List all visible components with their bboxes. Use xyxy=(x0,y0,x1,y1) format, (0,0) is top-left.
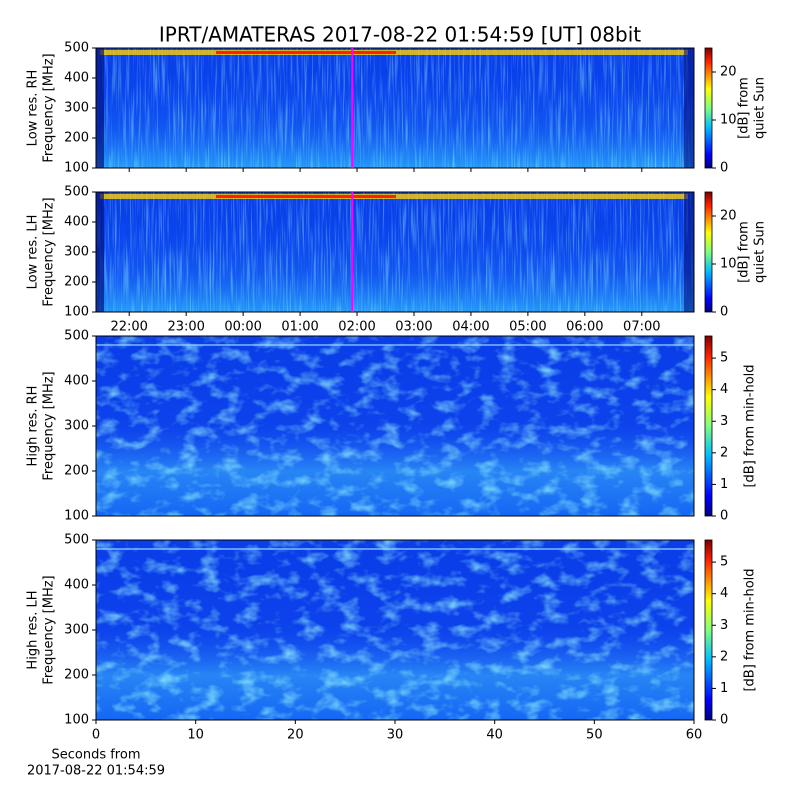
y-tick-label: 400 xyxy=(64,578,89,593)
edge-dark xyxy=(96,48,104,168)
y-tick-label: 100 xyxy=(64,509,89,524)
x-tick-label: 03:00 xyxy=(395,320,432,335)
colorbar-tick-label: 5 xyxy=(720,351,728,366)
x-tick-label: 10 xyxy=(187,728,204,743)
x-tick-label: 04:00 xyxy=(452,320,489,335)
spectrogram-noise xyxy=(96,336,694,516)
y-axis-label: Frequency [MHz] xyxy=(42,53,57,162)
colorbar-tick-label: 0 xyxy=(720,305,728,320)
y-tick-label: 500 xyxy=(64,41,89,56)
x-tick-label: 30 xyxy=(387,728,404,743)
colorbar xyxy=(704,539,713,721)
colorbar-tick-label: 1 xyxy=(720,681,728,696)
x-tick-label: 01:00 xyxy=(281,320,318,335)
strong-band-core xyxy=(216,195,396,198)
colorbar-tick-label: 0 xyxy=(720,713,728,728)
y-tick-label: 300 xyxy=(64,245,89,260)
x-tick-label: 05:00 xyxy=(509,320,546,335)
colorbar-tick-label: 0 xyxy=(720,161,728,176)
y-axis-label: High res. LH xyxy=(26,590,41,669)
colorbar-tick-label: 20 xyxy=(720,65,737,80)
colorbar xyxy=(704,191,713,313)
colorbar-tick-label: 10 xyxy=(720,257,737,272)
edge-dark xyxy=(96,192,104,312)
x-axis-label: 2017-08-22 01:54:59 xyxy=(27,764,165,779)
x-tick-label: 02:00 xyxy=(338,320,375,335)
y-tick-label: 400 xyxy=(64,215,89,230)
spectrogram-noise xyxy=(96,48,694,168)
colorbar-tick-label: 2 xyxy=(720,649,728,664)
colorbar-tick-label: 3 xyxy=(720,414,728,429)
colorbar-tick-label: 3 xyxy=(720,618,728,633)
colorbar xyxy=(704,47,713,169)
y-tick-label: 500 xyxy=(64,329,89,344)
y-tick-label: 200 xyxy=(64,131,89,146)
x-tick-label: 20 xyxy=(287,728,304,743)
x-axis-label: Seconds from xyxy=(51,748,140,763)
edge-dark xyxy=(684,192,694,312)
colorbar-label: quiet Sun xyxy=(753,221,768,283)
colorbar-tick-label: 2 xyxy=(720,445,728,460)
y-tick-label: 200 xyxy=(64,464,89,479)
edge-dark xyxy=(684,48,694,168)
y-tick-label: 200 xyxy=(64,275,89,290)
y-tick-label: 200 xyxy=(64,668,89,683)
y-axis-label: Frequency [MHz] xyxy=(42,575,57,684)
x-tick-label: 0 xyxy=(92,728,100,743)
x-tick-label: 22:00 xyxy=(110,320,147,335)
spectrogram-noise xyxy=(96,192,694,312)
spectrogram-noise xyxy=(96,540,694,720)
x-tick-label: 07:00 xyxy=(623,320,660,335)
y-tick-label: 300 xyxy=(64,419,89,434)
colorbar-label: [dB] from min-hold xyxy=(743,364,758,487)
x-tick-label: 00:00 xyxy=(224,320,261,335)
y-axis-label: Low res. RH xyxy=(26,70,41,147)
colorbar-tick-label: 20 xyxy=(720,209,737,224)
x-tick-label: 23:00 xyxy=(167,320,204,335)
y-tick-label: 100 xyxy=(64,713,89,728)
y-tick-label: 100 xyxy=(64,305,89,320)
colorbar-tick-label: 5 xyxy=(720,555,728,570)
y-axis-label: Frequency [MHz] xyxy=(42,197,57,306)
y-tick-label: 300 xyxy=(64,101,89,116)
colorbar xyxy=(704,335,713,517)
y-axis-label: Low res. LH xyxy=(26,215,41,290)
colorbar-tick-label: 0 xyxy=(720,509,728,524)
x-tick-label: 06:00 xyxy=(566,320,603,335)
colorbar-tick-label: 10 xyxy=(720,113,737,128)
y-tick-label: 500 xyxy=(64,533,89,548)
y-tick-label: 100 xyxy=(64,161,89,176)
chart-title: IPRT/AMATERAS 2017-08-22 01:54:59 [UT] 0… xyxy=(159,23,641,47)
y-tick-label: 400 xyxy=(64,374,89,389)
y-tick-label: 400 xyxy=(64,71,89,86)
x-tick-label: 50 xyxy=(586,728,603,743)
colorbar-label: [dB] from min-hold xyxy=(743,568,758,691)
colorbar-tick-label: 4 xyxy=(720,382,728,397)
colorbar-label: [dB] from xyxy=(737,221,752,283)
colorbar-label: quiet Sun xyxy=(753,77,768,139)
colorbar-tick-label: 1 xyxy=(720,477,728,492)
y-tick-label: 500 xyxy=(64,185,89,200)
strong-band-core xyxy=(216,51,396,54)
x-tick-label: 60 xyxy=(686,728,703,743)
x-tick-label: 40 xyxy=(486,728,503,743)
y-tick-label: 300 xyxy=(64,623,89,638)
y-axis-label: Frequency [MHz] xyxy=(42,371,57,480)
y-axis-label: High res. RH xyxy=(26,386,41,467)
colorbar-tick-label: 4 xyxy=(720,586,728,601)
colorbar-label: [dB] from xyxy=(737,77,752,139)
